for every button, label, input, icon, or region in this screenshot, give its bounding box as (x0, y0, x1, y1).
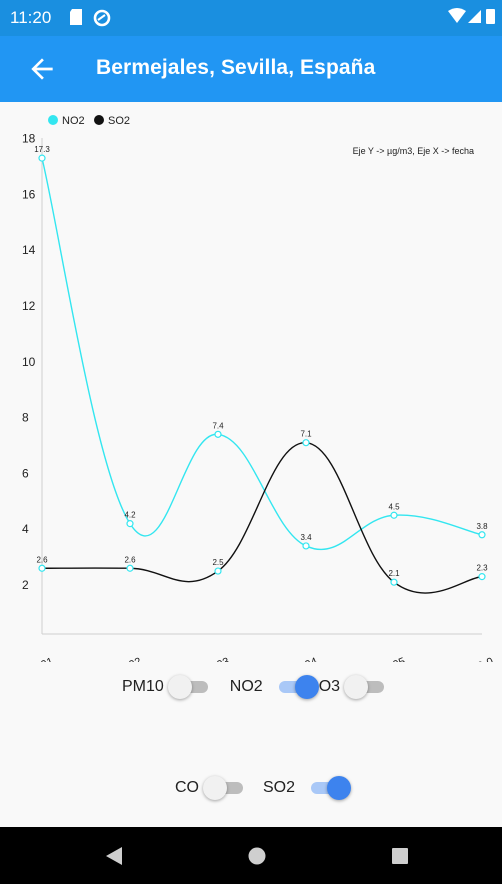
co-switch[interactable] (203, 775, 247, 801)
no2-switch[interactable] (275, 674, 319, 700)
navigation-bar (0, 827, 502, 884)
y-tick-label: 4 (22, 522, 29, 536)
data-label-no2: 4.5 (388, 502, 400, 511)
y-tick-label: 8 (22, 411, 29, 425)
legend-marker-no2 (48, 115, 58, 125)
y-tick-label: 6 (22, 466, 29, 480)
data-point-so2 (214, 567, 222, 575)
no2-label: NO2 (229, 678, 263, 695)
chart: 246810121416182020-06-012020-06-022020-0… (0, 102, 502, 688)
so2-switch[interactable] (307, 775, 352, 801)
switch-thumb (327, 776, 352, 800)
page-title: Bermejales, Sevilla, España (96, 56, 376, 79)
series-line-so2 (41, 442, 483, 594)
data-label-no2: 7.4 (212, 421, 224, 430)
y-tick-label: 10 (22, 355, 36, 369)
data-point-no2 (390, 511, 398, 519)
o3-switch[interactable] (344, 674, 388, 700)
pm10-switch[interactable] (167, 674, 212, 700)
y-tick-label: 14 (22, 243, 36, 257)
signal-icon (468, 10, 481, 23)
toggle-row-1: PM10 NO2 O3 (122, 674, 388, 700)
data-point-so2 (38, 564, 46, 572)
co-label: CO (175, 779, 199, 796)
data-point-so2 (126, 564, 134, 572)
so2-label: SO2 (263, 779, 296, 796)
series-line-no2 (41, 157, 483, 551)
nav-back-icon[interactable] (84, 827, 144, 884)
y-tick-label: 12 (22, 299, 36, 313)
data-point-no2 (478, 531, 486, 539)
data-label-no2: 17.3 (34, 145, 50, 154)
status-bar: 11:20 (0, 0, 502, 36)
app-bar: Bermejales, Sevilla, España (0, 36, 502, 102)
data-label-so2: 7.1 (300, 430, 312, 439)
wifi-icon (448, 8, 466, 23)
status-time: 11:20 (10, 8, 52, 27)
data-point-no2 (38, 154, 46, 162)
legend-label-so2: SO2 (108, 115, 130, 127)
data-label-so2: 2.6 (124, 555, 136, 564)
switch-thumb (167, 675, 192, 699)
back-arrow-icon[interactable] (26, 53, 58, 85)
switch-thumb (344, 675, 369, 699)
nav-recents-icon[interactable] (370, 827, 430, 884)
data-label-no2: 3.4 (300, 533, 312, 542)
data-label-so2: 2.3 (476, 564, 488, 573)
switch-thumb (294, 675, 319, 699)
data-saver-icon (93, 9, 111, 27)
data-point-no2 (126, 520, 134, 528)
legend-label-no2: NO2 (62, 115, 85, 127)
data-label-so2: 2.5 (212, 558, 224, 567)
y-tick-label: 2 (22, 578, 29, 592)
data-point-no2 (302, 542, 310, 550)
nav-home-icon[interactable] (227, 827, 287, 884)
data-point-so2 (478, 573, 486, 581)
data-label-no2: 3.8 (476, 522, 488, 531)
switch-thumb (203, 776, 227, 800)
y-tick-label: 18 (22, 132, 36, 146)
toggle-row-2: CO SO2 (175, 775, 352, 801)
pm10-label: PM10 (122, 678, 164, 695)
legend-marker-so2 (94, 115, 104, 125)
pollutant-toggles: PM10 NO2 O3 CO SO2 (0, 660, 502, 810)
line-chart: 246810121416182020-06-012020-06-022020-0… (0, 115, 495, 688)
chart-annotation: Eje Y -> µg/m3, Eje X -> fecha (353, 146, 474, 156)
data-point-so2 (390, 578, 398, 586)
data-label-no2: 4.2 (124, 511, 136, 520)
y-tick-label: 16 (22, 187, 36, 201)
data-label-so2: 2.6 (36, 555, 48, 564)
battery-icon (486, 9, 495, 24)
data-point-no2 (214, 430, 222, 438)
data-point-so2 (302, 439, 310, 447)
o3-label: O3 (318, 678, 341, 695)
data-label-so2: 2.1 (388, 569, 400, 578)
sd-card-icon (70, 9, 82, 25)
